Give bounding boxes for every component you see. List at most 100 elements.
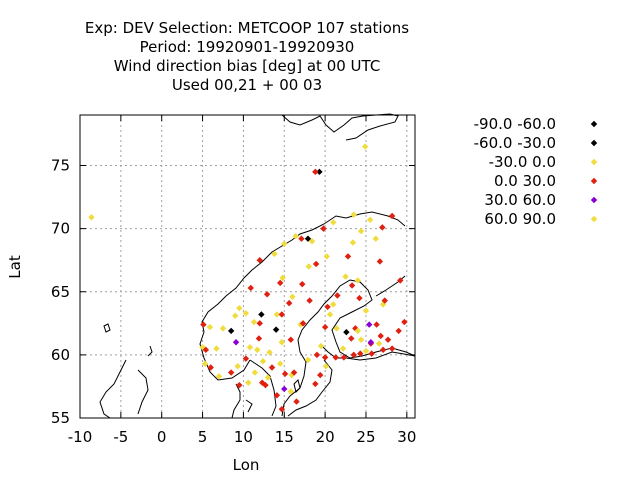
station-marker (287, 388, 295, 395)
x-tick-label: 15 (275, 428, 294, 446)
station-marker (323, 253, 330, 260)
station-marker (357, 227, 365, 235)
station-marker (263, 291, 271, 298)
legend-marker (590, 215, 598, 223)
station-marker (201, 360, 209, 367)
plot-area-frame (79, 114, 416, 419)
station-marker (227, 327, 235, 335)
station-marker (279, 274, 286, 282)
legend-marker (590, 120, 598, 128)
station-marker (306, 297, 313, 304)
station-marker (299, 320, 307, 327)
station-marker (262, 381, 269, 389)
station-marker (375, 340, 383, 347)
station-marker (384, 336, 392, 343)
station-marker (247, 284, 254, 292)
station-marker (200, 321, 207, 328)
station-marker (367, 339, 375, 346)
station-marker (312, 380, 319, 388)
station-marker (388, 212, 396, 220)
title-line-4: Used 00,21 + 00 03 (172, 76, 322, 94)
station-marker (312, 260, 320, 268)
station-marker (292, 233, 299, 240)
station-marker (273, 392, 281, 399)
station-marker (88, 214, 95, 221)
station-marker (234, 363, 241, 370)
station-marker (245, 379, 252, 386)
station-marker (324, 303, 331, 311)
legend-label: 60.0 90.0 (484, 210, 556, 228)
station-marker (339, 345, 347, 352)
station-marker (381, 297, 388, 304)
station-marker (343, 328, 350, 336)
station-marker (219, 325, 227, 332)
station-marker (272, 326, 280, 333)
station-marker (278, 339, 286, 346)
legend-label: -30.0 0.0 (489, 153, 556, 171)
station-marker (232, 312, 239, 319)
station-marker (202, 346, 210, 354)
station-marker (305, 263, 312, 270)
station-marker (304, 356, 312, 364)
station-marker (289, 293, 296, 300)
station-marker (293, 398, 300, 405)
station-marker (340, 354, 348, 361)
station-marker (232, 339, 240, 346)
y-tick-label: 65 (51, 283, 70, 301)
station-marker (362, 307, 370, 314)
station-marker (273, 311, 281, 318)
station-marker (278, 405, 286, 413)
station-marker (377, 332, 384, 340)
station-marker (372, 235, 379, 242)
legend-label: 0.0 30.0 (494, 172, 556, 190)
station-marker (281, 385, 288, 393)
title-line-2: Period: 19920901-19920930 (140, 38, 355, 56)
legend-label: 30.0 60.0 (484, 191, 556, 209)
station-marker (357, 336, 365, 343)
station-marker (276, 360, 284, 367)
station-marker (227, 369, 235, 376)
station-marker (259, 357, 267, 365)
legend-label: -90.0 -60.0 (474, 115, 556, 133)
station-marker (330, 301, 337, 308)
station-marker (342, 273, 349, 280)
station-marker (242, 355, 250, 362)
station-marker (276, 279, 284, 287)
station-marker (316, 168, 323, 176)
station-marker (350, 351, 357, 359)
station-marker (266, 349, 273, 356)
station-marker (213, 345, 220, 352)
station-marker (368, 350, 375, 357)
station-marker (278, 311, 286, 318)
station-marker (344, 253, 352, 260)
x-tick-label: 10 (234, 428, 253, 446)
station-marker (397, 277, 404, 284)
station-marker (256, 256, 263, 264)
x-tick-label: 0 (157, 428, 167, 446)
x-tick-label: -5 (113, 428, 128, 446)
station-marker (379, 346, 387, 354)
station-marker (258, 311, 265, 318)
station-marker (366, 216, 374, 223)
y-tick-label: 70 (51, 220, 70, 238)
station-marker (271, 250, 278, 258)
station-marker (320, 225, 327, 232)
legend: -90.0 -60.0-60.0 -30.0-30.0 0.00.0 30.03… (474, 115, 598, 228)
station-marker (349, 239, 357, 246)
station-marker (388, 345, 396, 352)
station-marker (401, 318, 408, 326)
station-marker (287, 336, 295, 343)
y-axis-label: Lat (6, 255, 24, 279)
station-marker (326, 311, 334, 318)
station-marker (362, 347, 370, 355)
station-marker (379, 224, 386, 231)
station-marker (366, 321, 373, 328)
station-marker (268, 364, 276, 371)
legend-marker (590, 158, 598, 166)
station-marker (285, 299, 293, 307)
station-marker (354, 277, 362, 284)
station-marker (332, 354, 339, 361)
title-line-3: Wind direction bias [deg] at 00 UTC (114, 57, 381, 75)
legend-marker (590, 196, 598, 204)
